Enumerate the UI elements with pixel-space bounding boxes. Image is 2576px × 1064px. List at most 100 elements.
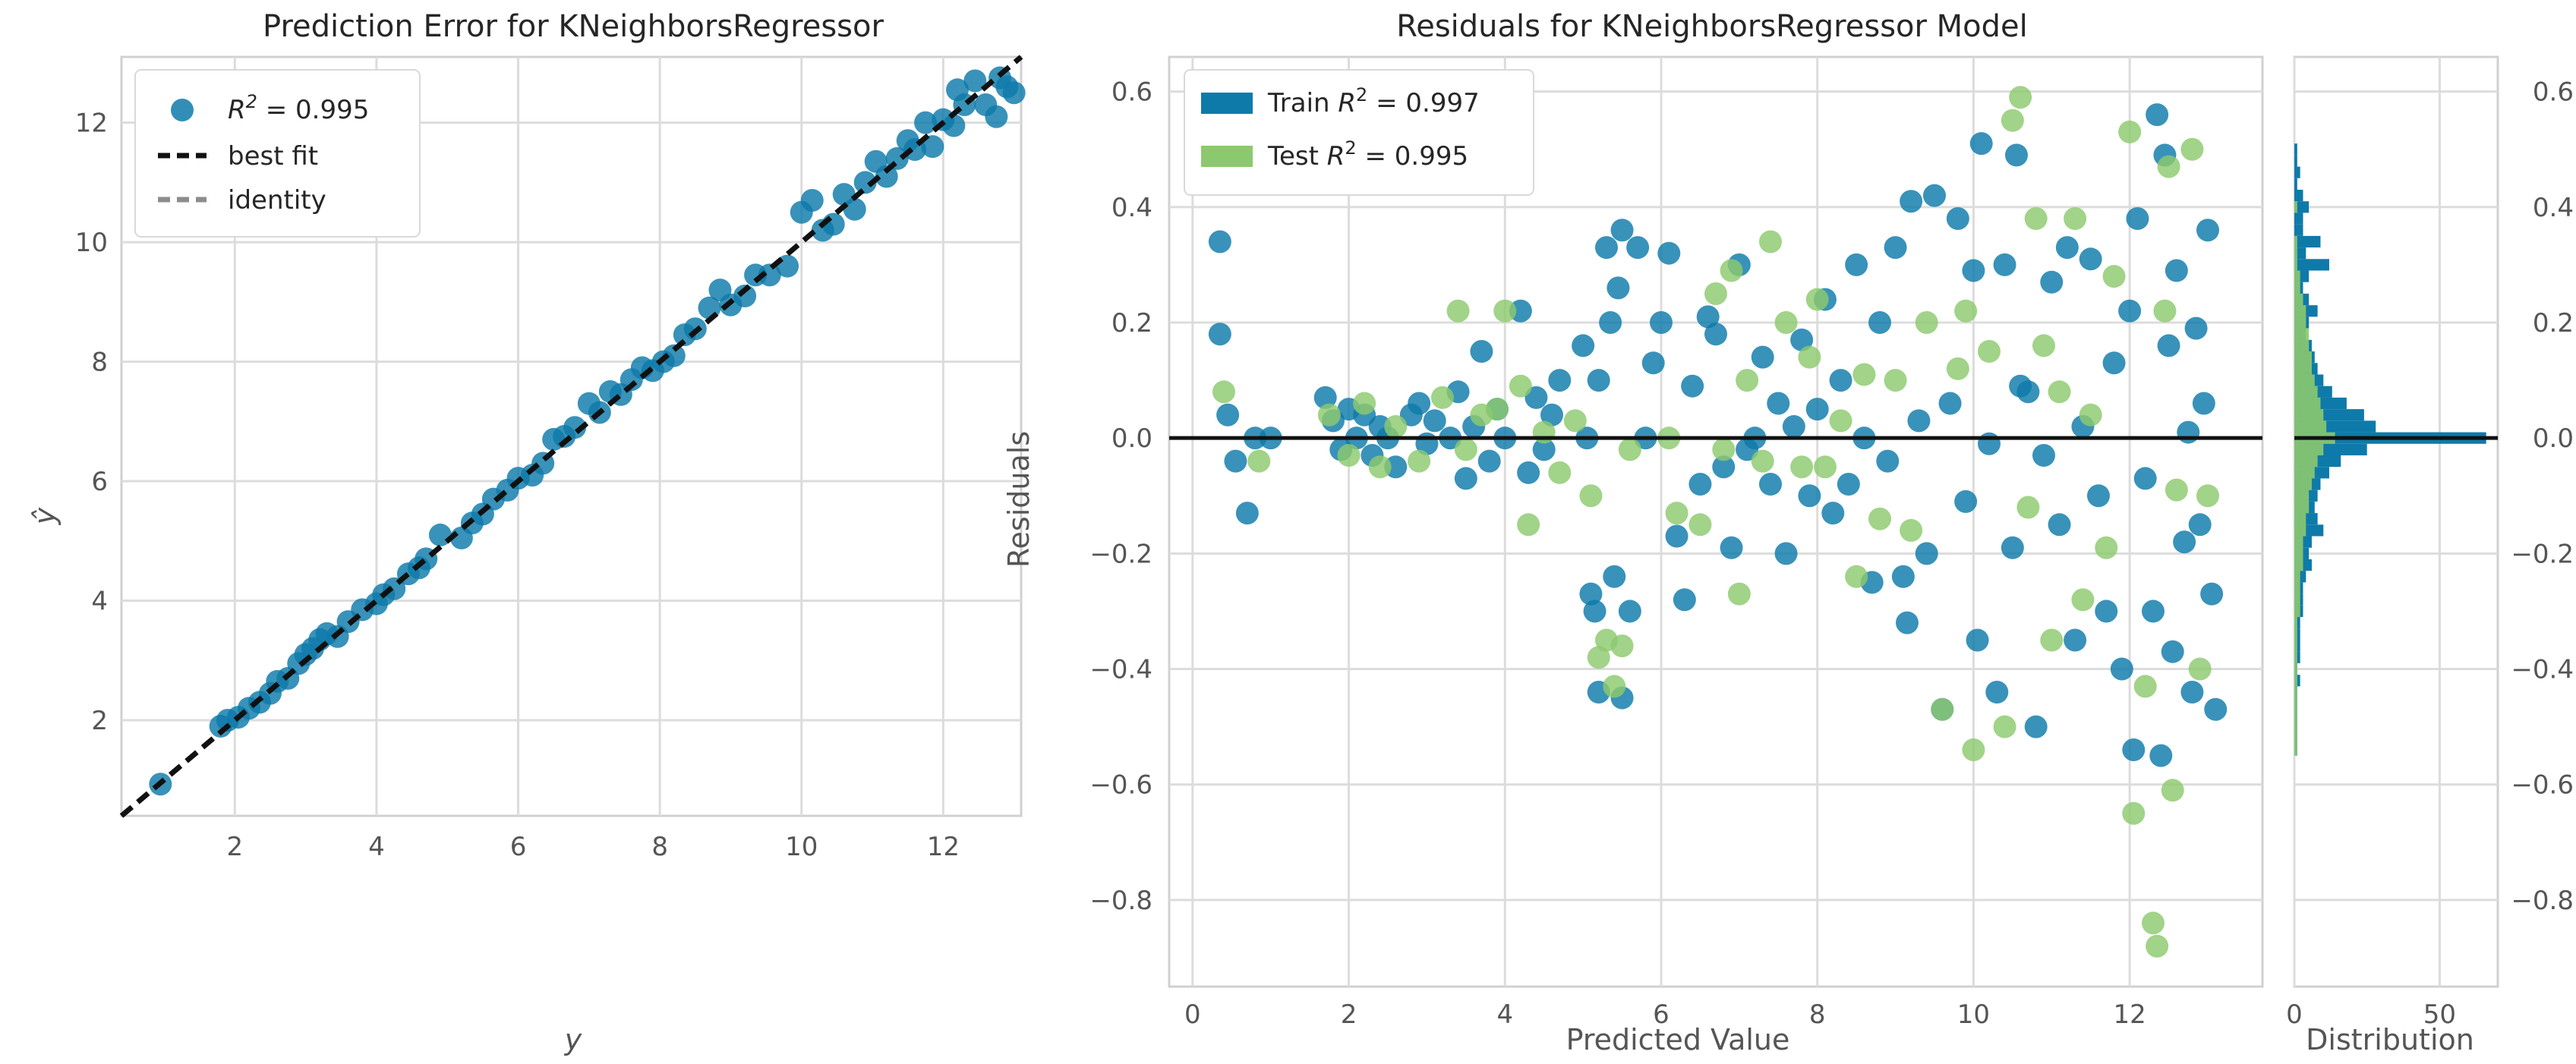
train-point [1587, 369, 1610, 392]
prediction-error-panel: 2 4 6 8 10 12 2 4 6 8 10 12 Prediction Error for K… [28, 9, 1026, 1056]
test-point [1688, 513, 1712, 537]
y-tick-label: −0.4 [2511, 655, 2574, 685]
test-point [1665, 502, 1688, 525]
test-point [2016, 496, 2040, 519]
train-point [1524, 386, 1548, 409]
y-tick-label: 0.2 [1111, 308, 1152, 338]
train-point [2142, 600, 2165, 623]
y-tick-label: 0.6 [2533, 77, 2574, 108]
data-point [942, 114, 966, 137]
train-point [2165, 259, 2188, 282]
test-hist-bar [2294, 282, 2300, 294]
train-point [2180, 680, 2204, 704]
test-point [1946, 357, 1969, 380]
test-hist-bar [2294, 571, 2300, 583]
test-point [2146, 934, 2169, 958]
test-hist-bar [2294, 732, 2297, 744]
test-hist-bar [2294, 640, 2297, 652]
test-point [1532, 420, 1556, 444]
x-tick-label: 12 [2114, 999, 2146, 1030]
test-point [2095, 536, 2118, 559]
x-tick-label: 50 [2423, 999, 2456, 1030]
test-point [1446, 299, 1470, 323]
data-point [1002, 81, 1026, 105]
test-point [2079, 403, 2102, 427]
test-hist-bar [2294, 617, 2297, 629]
test-point [2142, 911, 2165, 935]
legend-r2-value: 0.995 [295, 95, 369, 125]
train-point [2024, 715, 2048, 738]
test-point [1579, 484, 1603, 508]
test-hist-bar [2294, 663, 2297, 675]
train-point [1938, 392, 1962, 415]
train-point [1224, 449, 1247, 473]
residuals-plot-area [1168, 55, 2264, 988]
test-hist-bar [2294, 374, 2315, 386]
legend-test-r2-value: 0.995 [1395, 141, 1468, 172]
test-point [1829, 409, 1852, 433]
prediction-error-x-ticks: 2 4 6 8 10 12 [226, 832, 960, 862]
test-point [1587, 646, 1610, 669]
test-hist-bar [2294, 721, 2297, 733]
test-hist-bar [2294, 513, 2306, 525]
test-point [2180, 137, 2204, 161]
data-point [843, 197, 866, 221]
train-point [1915, 542, 1938, 565]
train-point [1657, 241, 1681, 265]
data-point [985, 105, 1008, 128]
train-point [1704, 323, 1727, 346]
train-point [2146, 103, 2169, 127]
train-point [1599, 311, 1622, 334]
train-hist-bar [2294, 143, 2297, 156]
prediction-error-points [119, 55, 1026, 818]
train-point [1384, 455, 1408, 479]
data-point [875, 165, 898, 188]
test-hist-bar [2294, 305, 2306, 317]
test-point [1845, 565, 1868, 588]
test-hist-bar [2294, 605, 2300, 618]
test-hist-bar [2294, 709, 2297, 721]
train-point [2040, 270, 2064, 294]
data-point [946, 78, 970, 102]
train-point [2200, 582, 2224, 606]
train-point [1540, 403, 1563, 427]
train-point [2102, 351, 2126, 375]
train-point [1208, 323, 1231, 346]
test-hist-bar [2294, 490, 2310, 502]
y-tick-label: −0.6 [2511, 770, 2574, 801]
residuals-x-ticks: 0 2 4 6 8 10 12 [1184, 999, 2146, 1030]
legend-train-r2-value: 0.997 [1405, 88, 1479, 118]
x-tick-label: 4 [368, 832, 385, 862]
train-point [1805, 398, 1829, 421]
train-point [1978, 432, 2001, 455]
test-point [1368, 455, 1392, 479]
test-point [2188, 657, 2212, 681]
train-point [1603, 565, 1626, 588]
test-hist-bar [2294, 524, 2306, 537]
train-point [2161, 640, 2184, 663]
test-point [1774, 311, 1798, 334]
test-point [2064, 207, 2087, 231]
x-tick-label: 4 [1496, 999, 1513, 1030]
test-point [2196, 484, 2219, 508]
train-point [2177, 420, 2200, 444]
train-point [1650, 311, 1673, 334]
residuals-grid [1169, 57, 2262, 987]
train-point [1720, 536, 1743, 559]
train-point [1969, 132, 1993, 156]
test-point [1751, 449, 1774, 473]
train-point [1572, 334, 1595, 357]
train-point [1216, 403, 1240, 427]
test-point [1603, 675, 1626, 698]
train-point [2048, 513, 2071, 537]
distribution-y-ticks: 0.6 0.4 0.2 0.0 −0.2 −0.4 −0.6 −0.8 [2511, 77, 2574, 916]
prediction-error-legend: R2 = 0.995 best fit identity [134, 69, 421, 238]
train-point [1548, 369, 1572, 392]
data-point [963, 69, 987, 93]
train-hist-bar [2294, 166, 2300, 178]
test-point [1317, 403, 1341, 427]
legend-swatch-train [1201, 93, 1253, 114]
y-tick-label: 0.4 [2533, 193, 2574, 223]
test-hist-bar [2294, 697, 2297, 710]
